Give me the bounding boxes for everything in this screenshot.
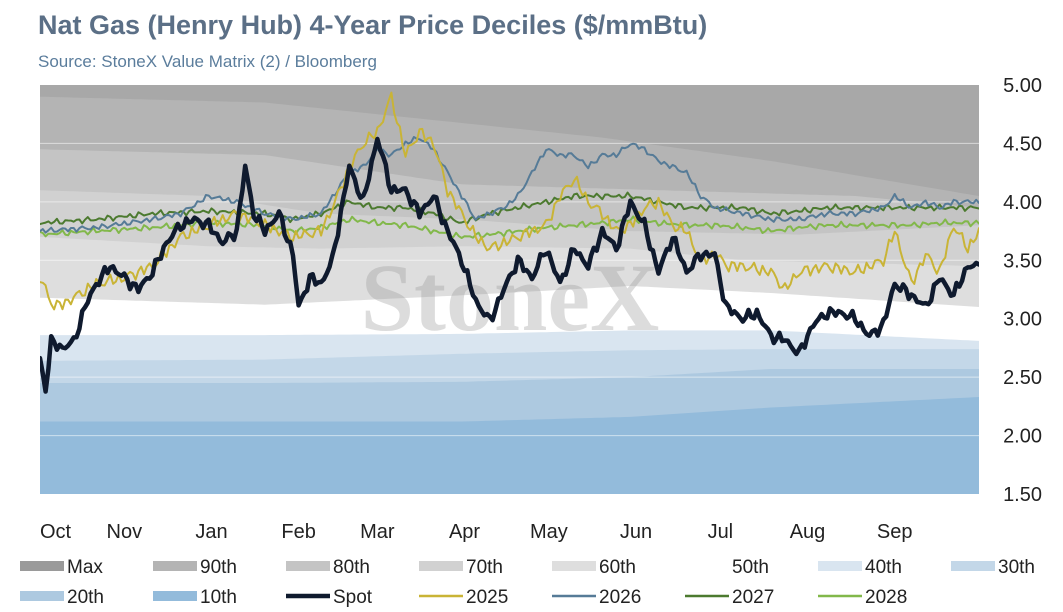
legend-swatch-70th <box>419 561 463 571</box>
legend-swatch-90th <box>153 561 197 571</box>
legend-swatch-10th <box>153 591 197 601</box>
y-tick-label: 1.50 <box>1003 484 1042 506</box>
x-tick-label: Feb <box>281 521 315 543</box>
y-tick-label: 2.50 <box>1003 367 1042 389</box>
x-axis-ticks: Oct Nov Jan Feb Mar Apr May Jun Jul Aug Sep <box>40 521 912 543</box>
legend-label-2027: 2027 <box>732 587 774 608</box>
y-tick-label: 5.00 <box>1003 75 1042 97</box>
x-tick-label: May <box>530 521 568 543</box>
x-tick-label: Aug <box>790 521 826 543</box>
y-tick-label: 3.00 <box>1003 309 1042 331</box>
y-axis-ticks: 5.00 4.50 4.00 3.50 3.00 2.50 2.00 1.50 <box>1003 75 1042 506</box>
x-tick-label: Mar <box>360 521 395 543</box>
y-tick-label: 4.50 <box>1003 133 1042 155</box>
chart-subtitle: Source: StoneX Value Matrix (2) / Bloomb… <box>38 52 377 71</box>
x-tick-label: Jun <box>620 521 652 543</box>
band-10th <box>40 397 979 494</box>
price-lines <box>40 91 979 394</box>
y-tick-label: 2.00 <box>1003 426 1042 448</box>
chart-title: Nat Gas (Henry Hub) 4-Year Price Deciles… <box>38 10 708 40</box>
legend-label-90th: 90th <box>200 557 237 578</box>
legend-label-40th: 40th <box>865 557 902 578</box>
series-line-2025 <box>40 91 979 311</box>
legend-swatch-30th <box>951 561 995 571</box>
legend-label-60th: 60th <box>599 557 636 578</box>
legend-label-spot: Spot <box>333 587 373 608</box>
y-tick-label: 3.50 <box>1003 250 1042 272</box>
legend-label-70th: 70th <box>466 557 503 578</box>
watermark-text: StoneX <box>361 244 660 351</box>
legend-label-max: Max <box>67 557 103 578</box>
legend-label-50th: 50th <box>732 557 769 578</box>
legend-swatch-40th <box>818 561 862 571</box>
legend-swatch-60th <box>552 561 596 571</box>
decile-bands <box>40 85 979 494</box>
series-line-2026 <box>40 136 979 234</box>
x-tick-label: Jan <box>195 521 227 543</box>
series-line-2028 <box>40 215 979 239</box>
legend-label-10th: 10th <box>200 587 237 608</box>
legend-swatch-80th <box>286 561 330 571</box>
series-line-spot <box>40 136 979 394</box>
legend-label-2026: 2026 <box>599 587 641 608</box>
legend-label-80th: 80th <box>333 557 370 578</box>
x-tick-label: Oct <box>40 521 72 543</box>
legend-label-2028: 2028 <box>865 587 907 608</box>
legend-label-30th: 30th <box>998 557 1035 578</box>
x-tick-label: Sep <box>877 521 913 543</box>
legend: Max 90th 80th 70th 60th 50th 40th 30th 20th 10th S… <box>20 557 1035 608</box>
x-tick-label: Nov <box>107 521 143 543</box>
y-tick-label: 4.00 <box>1003 192 1042 214</box>
x-tick-label: Jul <box>708 521 734 543</box>
series-line-2027 <box>40 191 979 226</box>
legend-swatch-max <box>20 561 64 571</box>
x-tick-label: Apr <box>449 521 480 543</box>
legend-swatch-50th <box>685 561 729 571</box>
legend-swatch-20th <box>20 591 64 601</box>
legend-label-20th: 20th <box>67 587 104 608</box>
legend-label-2025: 2025 <box>466 587 508 608</box>
